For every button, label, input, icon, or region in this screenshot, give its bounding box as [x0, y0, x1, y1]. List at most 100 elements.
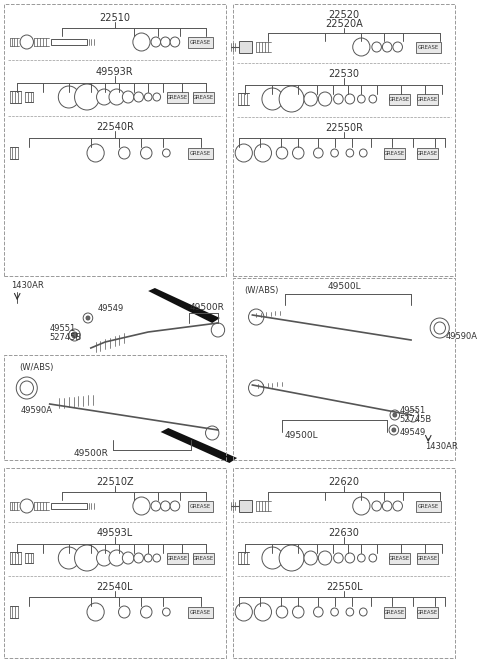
Text: 22510Z: 22510Z — [96, 477, 133, 487]
Text: 49500R: 49500R — [189, 303, 224, 312]
Text: 22530: 22530 — [329, 69, 360, 79]
Circle shape — [235, 603, 252, 621]
Circle shape — [249, 309, 264, 325]
Text: 22550L: 22550L — [326, 582, 362, 592]
Circle shape — [141, 606, 152, 618]
Bar — [193, 553, 214, 563]
Circle shape — [262, 547, 283, 569]
Circle shape — [249, 380, 264, 396]
Bar — [417, 606, 438, 618]
Text: 49500L: 49500L — [327, 281, 361, 291]
Bar — [384, 148, 405, 158]
Text: GREASE: GREASE — [193, 95, 214, 99]
Bar — [233, 468, 455, 658]
Circle shape — [276, 606, 288, 618]
Circle shape — [372, 501, 382, 511]
Text: 49551: 49551 — [399, 406, 426, 414]
Bar — [188, 36, 213, 48]
Circle shape — [109, 89, 124, 105]
Circle shape — [313, 607, 323, 617]
Circle shape — [393, 501, 402, 511]
Text: 22620: 22620 — [329, 477, 360, 487]
Circle shape — [20, 499, 34, 513]
Circle shape — [360, 608, 367, 616]
Bar — [51, 39, 87, 45]
Text: 22520: 22520 — [329, 10, 360, 20]
Circle shape — [353, 497, 370, 515]
Bar — [4, 4, 226, 276]
Text: GREASE: GREASE — [193, 555, 214, 561]
Circle shape — [313, 148, 323, 158]
Circle shape — [318, 551, 332, 565]
Circle shape — [119, 147, 130, 159]
Circle shape — [254, 603, 272, 621]
Circle shape — [20, 35, 34, 49]
Bar — [239, 41, 252, 53]
Circle shape — [262, 88, 283, 110]
Bar — [416, 42, 441, 52]
Circle shape — [279, 86, 304, 112]
Circle shape — [151, 37, 161, 47]
Circle shape — [151, 501, 161, 511]
Circle shape — [87, 603, 104, 621]
Bar — [389, 553, 410, 563]
Bar — [239, 500, 252, 512]
Circle shape — [83, 313, 93, 323]
Text: 22540L: 22540L — [96, 582, 133, 592]
Text: 22550R: 22550R — [325, 123, 363, 133]
Circle shape — [119, 606, 130, 618]
Circle shape — [383, 42, 392, 52]
Circle shape — [360, 149, 367, 157]
Text: 1430AR: 1430AR — [425, 442, 458, 451]
Circle shape — [153, 93, 161, 101]
Bar — [193, 91, 214, 103]
Circle shape — [163, 608, 170, 616]
Text: 49593R: 49593R — [96, 67, 133, 77]
Text: 1430AR: 1430AR — [12, 281, 44, 289]
Text: 22510: 22510 — [99, 13, 130, 23]
Circle shape — [331, 608, 338, 616]
Bar — [384, 606, 405, 618]
Circle shape — [58, 86, 79, 108]
Circle shape — [369, 95, 377, 103]
Circle shape — [334, 553, 343, 563]
Circle shape — [96, 89, 112, 105]
Circle shape — [318, 92, 332, 106]
Text: 52745B: 52745B — [399, 414, 432, 424]
Text: (W/ABS): (W/ABS) — [19, 363, 53, 371]
Circle shape — [87, 144, 104, 162]
Text: GREASE: GREASE — [190, 40, 211, 44]
Circle shape — [389, 425, 398, 435]
Text: GREASE: GREASE — [384, 610, 406, 614]
Circle shape — [205, 426, 219, 440]
Text: GREASE: GREASE — [417, 97, 438, 101]
Circle shape — [134, 92, 144, 102]
Circle shape — [346, 149, 354, 157]
Circle shape — [393, 42, 402, 52]
Text: 22520A: 22520A — [325, 19, 363, 29]
Circle shape — [235, 144, 252, 162]
Circle shape — [134, 553, 144, 563]
Circle shape — [369, 554, 377, 562]
Bar — [417, 553, 438, 563]
Circle shape — [383, 501, 392, 511]
Text: 49549: 49549 — [97, 303, 124, 312]
Text: 22630: 22630 — [329, 528, 360, 538]
Text: GREASE: GREASE — [417, 150, 438, 156]
Bar — [416, 500, 441, 512]
Text: GREASE: GREASE — [190, 150, 211, 156]
Text: GREASE: GREASE — [190, 610, 211, 614]
Circle shape — [58, 547, 79, 569]
Circle shape — [392, 428, 396, 432]
Circle shape — [69, 329, 80, 341]
Circle shape — [153, 554, 161, 562]
Circle shape — [390, 410, 399, 420]
Circle shape — [434, 322, 445, 334]
Circle shape — [122, 552, 134, 564]
Polygon shape — [161, 428, 237, 463]
Text: GREASE: GREASE — [389, 97, 410, 101]
Circle shape — [141, 147, 152, 159]
Text: GREASE: GREASE — [389, 555, 410, 561]
Text: 49593L: 49593L — [96, 528, 133, 538]
Circle shape — [163, 149, 170, 157]
